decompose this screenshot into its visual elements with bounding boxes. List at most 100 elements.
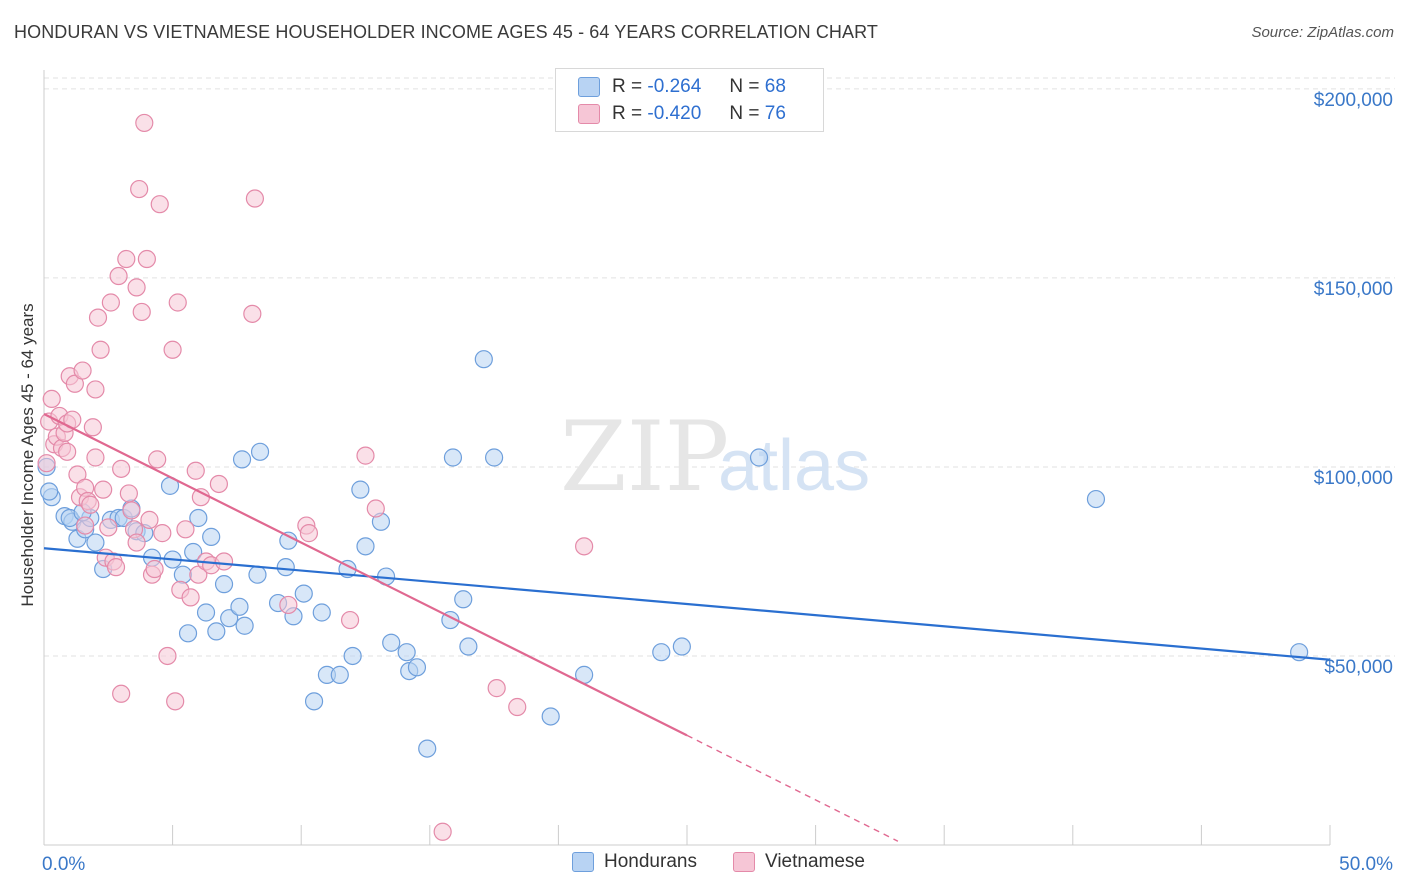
vietnamese-point <box>145 559 164 579</box>
hondurans-point <box>173 565 192 584</box>
vietnamese-point <box>137 249 156 269</box>
hondurans-point <box>86 533 105 552</box>
vietnamese-point <box>122 501 141 520</box>
vietnamese-trend-extension <box>686 734 899 842</box>
legend-r-label: R = <box>612 103 643 124</box>
vietnamese-point <box>135 113 154 133</box>
legend-swatch-hondurans <box>578 77 600 97</box>
hondurans-point <box>178 624 198 643</box>
hondurans-point <box>443 448 463 467</box>
vietnamese-point <box>58 442 77 461</box>
hondurans-point <box>652 643 671 662</box>
hondurans-point <box>304 692 324 711</box>
vietnamese-point <box>209 474 228 494</box>
vietnamese-point <box>140 510 159 529</box>
hondurans-point <box>250 442 270 461</box>
vietnamese-point <box>148 450 167 469</box>
vietnamese-point <box>117 249 136 269</box>
vietnamese-point <box>153 524 172 543</box>
y-axis-label: Householder Income Ages 45 - 64 years <box>18 303 37 606</box>
vietnamese-point <box>86 448 105 467</box>
legend-n-vietnamese: 76 <box>764 103 786 124</box>
vietnamese-point <box>88 308 108 327</box>
vietnamese-point <box>112 459 131 478</box>
grid-lines <box>44 77 1395 657</box>
hondurans-point <box>220 609 239 628</box>
hondurans-point <box>418 739 437 758</box>
bottom-legend-label-vietnamese: Vietnamese <box>765 851 865 872</box>
trend-lines <box>43 413 1331 842</box>
hondurans-point <box>196 603 216 622</box>
vietnamese-point <box>508 697 527 717</box>
vietnamese-point <box>99 518 118 537</box>
legend-r-hondurans: -0.264 <box>647 76 702 97</box>
bottom-legend-swatch-vietnamese <box>733 852 755 872</box>
legend-row-vietnamese: R = -0.420 N = 76 <box>578 102 786 126</box>
vietnamese-point <box>158 646 177 666</box>
bottom-legend-vietnamese[interactable]: Vietnamese <box>733 851 865 873</box>
hondurans-point <box>407 658 427 677</box>
hondurans-point <box>40 482 59 501</box>
vietnamese-point <box>243 304 262 323</box>
vietnamese-point <box>81 495 100 514</box>
vietnamese-point <box>42 389 61 409</box>
hondurans-point <box>248 565 267 584</box>
x-tick-label-min: 0.0% <box>42 854 85 875</box>
legend-r-vietnamese: -0.420 <box>647 103 702 124</box>
legend-n-label: N = <box>729 103 760 124</box>
vietnamese-point <box>150 195 169 214</box>
y-tick-label: $50,000 <box>1324 657 1393 678</box>
vietnamese-point <box>299 524 319 543</box>
vietnamese-point <box>119 484 138 503</box>
hondurans-point <box>459 637 478 656</box>
vietnamese-point <box>91 340 110 359</box>
vietnamese-point <box>340 610 360 630</box>
hondurans-point <box>382 633 401 652</box>
hondurans-point <box>474 350 493 369</box>
vietnamese-point <box>168 293 187 312</box>
y-tick-label: $100,000 <box>1314 468 1393 489</box>
hondurans-point <box>189 508 208 528</box>
vietnamese-trend-line <box>43 413 688 737</box>
hondurans-point <box>749 448 769 467</box>
vietnamese-point <box>356 446 375 465</box>
vietnamese-point <box>112 684 131 703</box>
hondurans-point <box>214 575 234 594</box>
hondurans-point <box>351 480 370 499</box>
hondurans-point <box>279 531 298 550</box>
vietnamese-point <box>245 189 265 208</box>
y-tick-label: $200,000 <box>1314 90 1393 111</box>
vietnamese-point <box>94 480 113 499</box>
watermark-zip: ZIP <box>560 401 729 513</box>
vietnamese-point <box>487 679 506 698</box>
hondurans-point <box>343 646 362 666</box>
tick-labels: $50,000 $100,000 $150,000 $200,000 0.0% 50.0% <box>42 90 1393 875</box>
vietnamese-point <box>186 461 205 480</box>
legend-r-label: R = <box>612 76 643 97</box>
correlation-legend: R = -0.264 N = 68 R = -0.420 N = 76 <box>555 68 824 132</box>
y-tick-label: $150,000 <box>1314 279 1393 300</box>
vietnamese-point <box>127 533 146 552</box>
legend-row-hondurans: R = -0.264 N = 68 <box>578 75 786 99</box>
vietnamese-point <box>575 537 594 556</box>
vietnamese-point <box>106 558 126 577</box>
legend-n-hondurans: 68 <box>764 76 786 97</box>
chart-title: HONDURAN VS VIETNAMESE HOUSEHOLDER INCOM… <box>14 22 878 42</box>
vietnamese-point <box>366 499 385 518</box>
vietnamese-point <box>181 588 200 607</box>
bottom-legend-label-hondurans: Hondurans <box>604 851 697 872</box>
hondurans-point <box>1086 489 1106 509</box>
hondurans-point <box>541 707 560 726</box>
hondurans-point <box>202 527 221 546</box>
legend-n-label: N = <box>729 76 760 97</box>
x-tick-label-max: 50.0% <box>1339 854 1393 875</box>
vietnamese-point <box>166 692 185 711</box>
hondurans-point <box>294 584 313 603</box>
vietnamese-point <box>279 595 298 615</box>
hondurans-trend-line <box>43 547 1331 661</box>
hondurans-point <box>330 665 349 684</box>
bottom-legend-hondurans[interactable]: Hondurans <box>572 851 697 873</box>
hondurans-point <box>230 597 249 616</box>
vietnamese-point <box>132 302 151 322</box>
hondurans-point <box>207 622 226 641</box>
